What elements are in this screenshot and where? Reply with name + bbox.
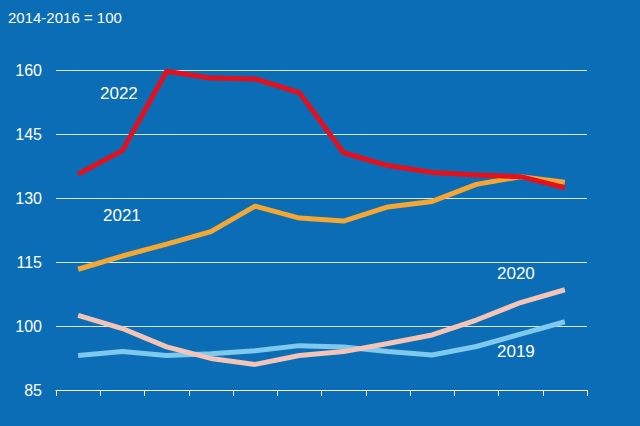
svg-text:100: 100 [15,318,42,335]
svg-text:160: 160 [15,62,42,79]
svg-text:2020: 2020 [497,264,535,283]
svg-text:130: 130 [15,190,42,207]
svg-text:2022: 2022 [100,84,138,103]
svg-text:2019: 2019 [497,342,535,361]
svg-text:145: 145 [15,126,42,143]
svg-text:2021: 2021 [103,206,141,225]
svg-text:2014-2016 = 100: 2014-2016 = 100 [8,9,122,26]
svg-text:115: 115 [16,254,42,271]
svg-text:85: 85 [24,382,42,399]
